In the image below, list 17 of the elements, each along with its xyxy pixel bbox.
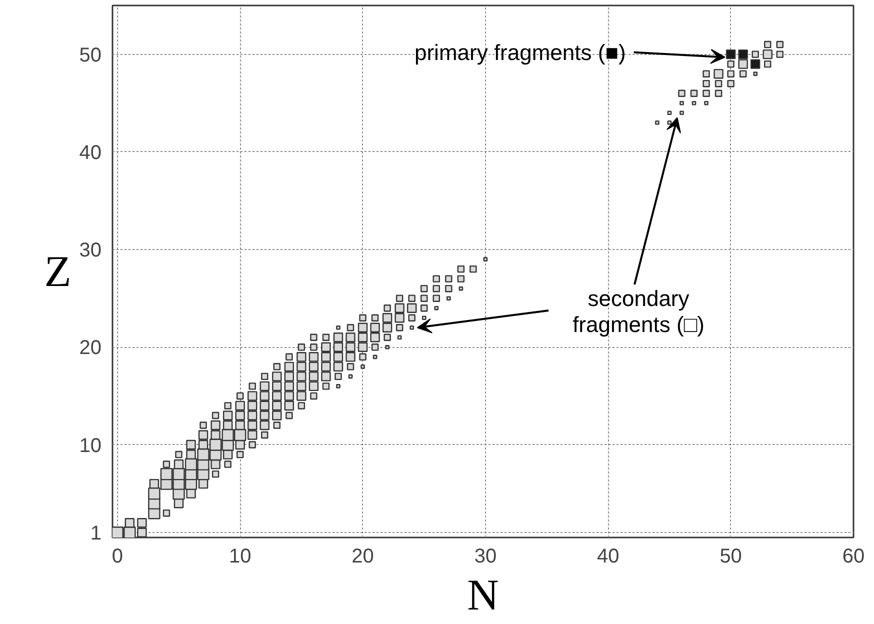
y-tick-label: 10 (79, 434, 102, 457)
annotation: primary fragments (■) (414, 40, 626, 65)
x-tick-label: 40 (597, 546, 620, 568)
x-tick-label: 10 (228, 546, 252, 568)
y-tick-label: 50 (79, 44, 102, 66)
x-tick-label: 30 (474, 546, 497, 568)
y-axis-title: Z (44, 247, 72, 296)
y-tick-label: 1 (90, 522, 102, 545)
annotation: secondary fragments (□) (572, 286, 704, 337)
x-tick-label: 50 (720, 546, 742, 568)
x-axis-title: N (467, 570, 499, 620)
y-tick-label: 40 (79, 142, 102, 164)
y-tick-label: 30 (79, 240, 102, 262)
x-tick-label: 0 (112, 546, 123, 568)
y-tick-label: 20 (79, 337, 102, 360)
x-tick-label: 20 (352, 546, 374, 568)
x-tick-label: 60 (842, 546, 865, 568)
